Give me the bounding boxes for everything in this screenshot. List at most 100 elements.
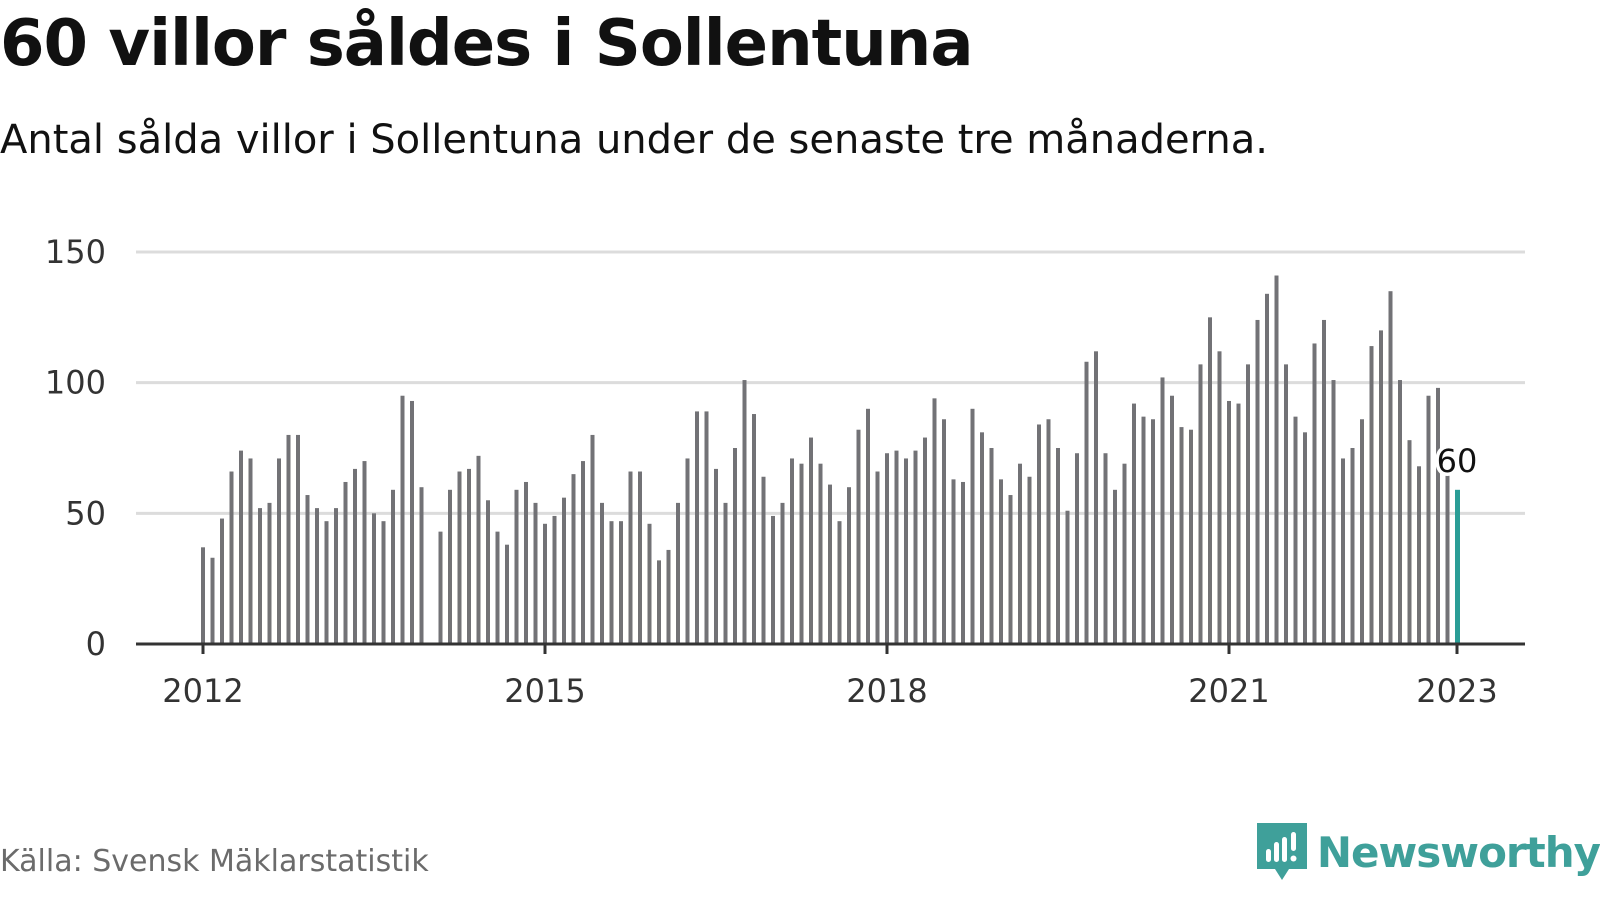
bar [1094, 351, 1098, 644]
bar [505, 544, 509, 644]
bar [201, 547, 205, 644]
bar [704, 411, 709, 644]
bar [657, 560, 661, 644]
bar [267, 502, 272, 644]
bar [1008, 495, 1013, 644]
bar [942, 419, 946, 644]
x-tick-label: 2021 [1188, 672, 1269, 710]
bar [847, 487, 851, 644]
bar [780, 502, 785, 644]
bar [923, 437, 927, 644]
bar [362, 461, 367, 644]
bar [1141, 416, 1146, 644]
bar [1198, 364, 1203, 644]
bar [856, 429, 861, 644]
bar [467, 468, 471, 644]
y-tick-label: 0 [86, 625, 106, 663]
bar [1436, 387, 1440, 644]
bar [1056, 448, 1060, 644]
chart-title: 60 villor såldes i Sollentuna [0, 7, 974, 81]
bar [989, 448, 994, 644]
bar [913, 450, 918, 644]
bar [239, 450, 243, 644]
bar [1037, 424, 1041, 644]
bar [790, 458, 794, 644]
bar [410, 400, 414, 644]
bar [1018, 463, 1022, 644]
bar [1208, 317, 1212, 644]
bar [1217, 351, 1222, 644]
bar [1132, 403, 1136, 644]
bar [1284, 364, 1288, 644]
x-tick-label: 2015 [504, 672, 585, 710]
bar [524, 481, 528, 644]
y-tick-label: 50 [65, 494, 106, 532]
bar [885, 453, 889, 644]
bar [676, 502, 680, 644]
bar [1293, 416, 1298, 644]
highlight-bar [1455, 489, 1460, 644]
bar [220, 518, 224, 644]
bar [324, 521, 329, 644]
labels: 0 50 100 150 2012 2015 2018 2021 2023 60 [45, 233, 1498, 710]
gridlines [136, 250, 1525, 515]
brand-name: Newsworthy [1316, 827, 1600, 877]
bar [590, 434, 595, 644]
bar [562, 497, 566, 644]
bar [1322, 319, 1326, 644]
bar [334, 508, 338, 644]
bar [571, 474, 576, 644]
bar [1445, 474, 1450, 644]
bar [353, 468, 357, 644]
x-tick-label: 2023 [1416, 672, 1497, 710]
bar [1084, 361, 1089, 644]
bar [400, 395, 405, 644]
data-label: 60 [1437, 442, 1478, 480]
bar [799, 463, 804, 644]
bar [1388, 291, 1393, 644]
bar [733, 448, 737, 644]
bar [818, 463, 823, 644]
bar [1170, 395, 1174, 644]
bar [1103, 453, 1108, 644]
bar [486, 500, 490, 644]
bar [391, 489, 395, 644]
bar [723, 502, 728, 644]
bar-chart: 0 50 100 150 2012 2015 2018 2021 2023 60 [45, 233, 1525, 710]
bar [1303, 432, 1307, 644]
bar [600, 502, 604, 644]
bar [1151, 419, 1155, 644]
y-tick-label: 100 [45, 364, 106, 402]
bar [894, 450, 899, 644]
bar [771, 515, 775, 644]
bar [980, 432, 984, 644]
bar [1255, 319, 1260, 644]
bar [752, 414, 756, 644]
axes [136, 642, 1525, 654]
bar [277, 458, 281, 644]
bar [866, 408, 870, 644]
chart-subtitle: Antal sålda villor i Sollentuna under de… [0, 117, 1268, 163]
bar [619, 521, 623, 644]
bar [438, 531, 443, 644]
brand[interactable]: Newsworthy [1256, 822, 1600, 882]
bar [970, 408, 975, 644]
bar [1331, 380, 1336, 644]
bar [1189, 429, 1193, 644]
bar [258, 508, 262, 644]
bar [837, 521, 842, 644]
bar [448, 489, 452, 644]
bar [296, 434, 300, 644]
bar [951, 479, 956, 644]
bar [1065, 510, 1070, 644]
bar [1379, 330, 1383, 644]
x-tick-label: 2012 [162, 672, 243, 710]
bar [714, 468, 718, 644]
bar [1160, 377, 1165, 644]
bar [533, 502, 538, 644]
bar [1398, 380, 1402, 644]
bar [1312, 343, 1317, 644]
bar [742, 380, 747, 644]
bar [647, 523, 652, 644]
bar [372, 513, 376, 644]
